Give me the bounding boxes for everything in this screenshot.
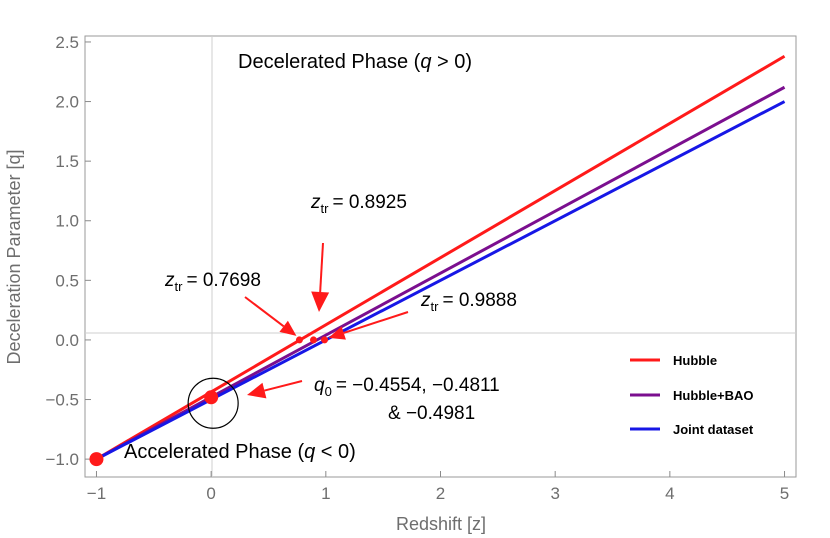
arrow-ztr-0.8925 [311, 242, 330, 312]
q0-var: q [314, 375, 325, 396]
arrow-ztr-0.9888-head [328, 326, 346, 340]
endpoint-marker [89, 452, 104, 467]
accelerated-phase-var: q [304, 441, 315, 463]
y-tick-label: 1.0 [55, 212, 79, 231]
arrow-ztr-0.9888-shaft [343, 311, 409, 334]
ztr-label-0.9888: ztr = 0.9888 [420, 290, 517, 314]
x-tick-label: −1 [87, 484, 106, 503]
x-tick-label: 1 [321, 484, 330, 503]
q0-highlight-circle [187, 377, 239, 429]
legend-label-joint: Joint dataset [673, 422, 754, 437]
arrow-ztr-0.8925-head [311, 291, 330, 312]
decelerated-phase-prefix: Decelerated Phase ( [238, 51, 421, 73]
q0-label-line2: & −0.4981 [388, 403, 475, 424]
x-tick-label: 4 [665, 484, 674, 503]
annotations [89, 242, 409, 467]
ztr-label-0.7698: ztr = 0.7698 [164, 270, 261, 294]
transition-marker [321, 336, 329, 344]
arrow-ztr-0.8925-shaft [319, 242, 324, 293]
ztr-value: = 0.8925 [332, 192, 407, 213]
decelerated-phase-var: q [420, 51, 431, 73]
arrow-ztr-0.7698-head [279, 320, 297, 336]
ztr-value: = 0.7698 [186, 270, 261, 291]
arrow-ztr-0.9888 [328, 311, 409, 340]
y-tick-label: 2.5 [55, 33, 79, 52]
y-tick-label: 0.5 [55, 271, 79, 290]
accelerated-phase-label: Accelerated Phase (q < 0) [124, 441, 356, 463]
x-tick-label: 3 [550, 484, 559, 503]
legend-label-hubble-bao: Hubble+BAO [673, 388, 754, 403]
arrow-ztr-0.7698 [244, 296, 297, 336]
legend: Hubble Hubble+BAO Joint dataset [630, 353, 754, 437]
y-tick-label: 2.0 [55, 93, 79, 112]
arrow-ztr-0.7698-shaft [244, 296, 285, 328]
y-tick-label: 0.0 [55, 331, 79, 350]
x-tick-label: 2 [436, 484, 445, 503]
transition-marker [309, 336, 317, 344]
ztr-value: = 0.9888 [442, 290, 517, 311]
arrow-q0-shaft [264, 380, 303, 392]
ztr-var: z [164, 270, 175, 291]
y-tick-label: −1.0 [45, 450, 79, 469]
ztr-var: z [420, 290, 431, 311]
y-tick-label: 1.5 [55, 152, 79, 171]
ztr-var: z [310, 192, 321, 213]
ztr-sub: tr [321, 201, 330, 216]
axis-ticks: −1 0 1 2 3 4 5 −1.0 −0.5 0.0 0.5 1.0 1.5 2.0 2.5 [45, 33, 789, 503]
x-tick-label: 0 [206, 484, 215, 503]
legend-label-hubble: Hubble [673, 353, 717, 368]
arrow-q0-head [247, 382, 267, 399]
ztr-label-0.8925: ztr = 0.8925 [310, 192, 407, 216]
decelerated-phase-suffix: > 0) [431, 51, 472, 73]
q0-label: q0 = −0.4554, −0.4811 [314, 375, 500, 399]
x-tick-label: 5 [780, 484, 789, 503]
accelerated-phase-suffix: < 0) [315, 441, 356, 463]
decelerated-phase-label: Decelerated Phase (q > 0) [238, 51, 472, 73]
arrow-q0 [247, 380, 303, 399]
q0-values: = −0.4554, −0.4811 [336, 375, 500, 396]
ztr-sub: tr [175, 279, 184, 294]
y-axis-label: Deceleration Parameter [q] [4, 149, 24, 364]
q0-marker [204, 390, 219, 405]
x-axis-label: Redshift [z] [396, 514, 486, 534]
y-tick-label: −0.5 [45, 391, 79, 410]
ztr-sub: tr [431, 299, 440, 314]
accelerated-phase-prefix: Accelerated Phase ( [124, 441, 304, 463]
q0-sub: 0 [325, 384, 332, 399]
transition-marker [295, 336, 303, 344]
